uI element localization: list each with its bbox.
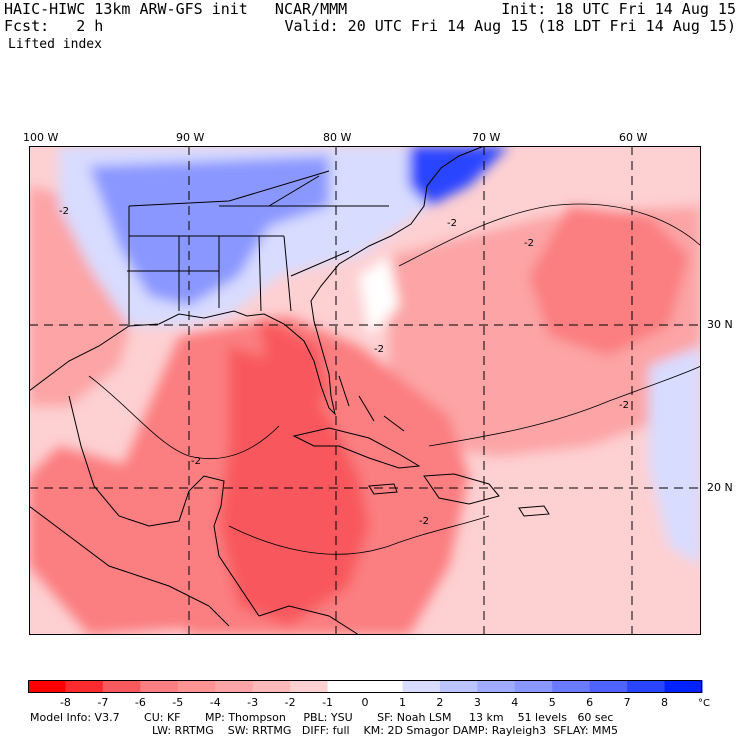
us-gulf-coast xyxy=(29,146,485,416)
lifted-index-map: -2 -2 -2 -2 -2 -2 -2 xyxy=(29,146,701,635)
colorbar-swatch xyxy=(177,680,216,693)
colorbar-tick-label: -6 xyxy=(135,696,146,708)
colorbar-tick-label: 7 xyxy=(624,696,631,708)
colorbar-tick-label: 3 xyxy=(474,696,481,708)
contour-label: -2 xyxy=(59,206,69,217)
colorbar-swatch xyxy=(28,680,66,693)
colorbar-tick-label: -8 xyxy=(60,696,71,708)
colorbar-swatch xyxy=(290,680,329,693)
hispaniola xyxy=(423,473,500,505)
colorbar: -8 -7 -6 -5 -4 -3 -2 -1 0 1 2 3 4 5 6 7 8 °C xyxy=(28,680,710,708)
colorbar-tick-label: -3 xyxy=(247,696,258,708)
init-time: Init: 18 UTC Fri 14 Aug 15 xyxy=(501,0,736,18)
us-stable-core xyxy=(89,156,329,306)
colorbar-swatch xyxy=(65,680,104,693)
colorbar-tick-label: -1 xyxy=(322,696,333,708)
colorbar-swatch xyxy=(552,680,591,693)
colorbar-tick-label: 4 xyxy=(511,696,518,708)
lon-label-60w: 60 W xyxy=(619,131,648,144)
colorbar-unit: °C xyxy=(698,698,710,708)
contour-label: -2 xyxy=(447,218,457,229)
colorbar-swatch xyxy=(215,680,254,693)
contour-gulf xyxy=(88,375,280,460)
colorbar-tick-label: 5 xyxy=(549,696,556,708)
colorbar-swatch xyxy=(514,680,553,693)
puerto-rico xyxy=(518,505,550,517)
contour-labels: -2 -2 -2 -2 -2 -2 -2 xyxy=(59,206,629,527)
contour-atlantic xyxy=(398,203,701,267)
lon-label-70w: 70 W xyxy=(472,131,501,144)
east-caribbean-region xyxy=(489,436,701,635)
field-name: Lifted index xyxy=(8,37,102,52)
valid-time: Valid: 20 UTC Fri 14 Aug 15 (18 LDT Fri … xyxy=(284,17,736,35)
contour-label: -2 xyxy=(419,516,429,527)
colorbar-swatch xyxy=(140,680,179,693)
colorbar-tick-label: -2 xyxy=(285,696,296,708)
coastlines xyxy=(29,146,550,635)
lat-label-20n: 20 N xyxy=(707,481,733,494)
jamaica xyxy=(368,483,398,495)
east-stable-region xyxy=(649,346,701,566)
model-title: HAIC-HIWC 13km ARW-GFS init NCAR/MMM xyxy=(4,0,348,18)
colorbar-swatch xyxy=(365,680,403,693)
forecast-hour: Fcst: 2 h xyxy=(4,17,104,35)
colorbar-swatch xyxy=(252,680,291,693)
contour-label: -2 xyxy=(524,238,534,249)
colorbar-tick-label: 8 xyxy=(661,696,668,708)
colorbar-tick-label: -5 xyxy=(172,696,183,708)
mexico-pacific-coast xyxy=(29,505,230,627)
lon-label-80w: 80 W xyxy=(323,131,352,144)
colorbar-swatch xyxy=(664,680,703,693)
state-borders xyxy=(127,170,389,326)
colorbar-tick-label: 0 xyxy=(362,696,369,708)
colorbar-tick-label: 2 xyxy=(436,696,443,708)
colorbar-swatch xyxy=(589,680,628,693)
colorbar-swatch xyxy=(402,680,441,693)
cuba xyxy=(292,427,421,469)
lon-label-100w: 100 W xyxy=(23,131,59,144)
lat-lon-grid xyxy=(29,146,701,635)
contour-label: -2 xyxy=(619,400,629,411)
model-info-line2: LW: RRTMG SW: RRTMG DIFF: full KM: 2D Sm… xyxy=(152,724,618,737)
colorbar-swatch xyxy=(327,680,366,693)
colorbar-swatch xyxy=(102,680,141,693)
colorbar-swatch xyxy=(439,680,478,693)
contour-atlantic-south xyxy=(428,365,701,447)
colorbar-tick-label: 6 xyxy=(586,696,593,708)
neutral-band xyxy=(359,256,399,336)
lat-label-30n: 30 N xyxy=(707,318,733,331)
colorbar-tick-label: 1 xyxy=(399,696,406,708)
map-frame xyxy=(29,146,701,635)
bahamas xyxy=(338,375,405,432)
mexico-coast xyxy=(68,395,260,617)
florida-core-region xyxy=(259,316,329,416)
colorbar-tick-label: -7 xyxy=(97,696,108,708)
contour-label: -2 xyxy=(191,456,201,467)
colorbar-swatch xyxy=(627,680,666,693)
atlantic-core-region xyxy=(529,206,689,356)
caribbean-core-region xyxy=(219,346,369,626)
colorbar-swatch xyxy=(477,680,516,693)
model-info-line1: Model Info: V3.7 CU: KF MP: Thompson PBL… xyxy=(30,711,614,724)
lon-label-90w: 90 W xyxy=(176,131,205,144)
contour-label: -2 xyxy=(374,344,384,355)
contour-caribbean xyxy=(228,515,490,555)
colorbar-tick-label: -4 xyxy=(210,696,221,708)
contours xyxy=(88,203,701,555)
central-america xyxy=(258,605,360,635)
colorbar-frame xyxy=(28,680,702,693)
